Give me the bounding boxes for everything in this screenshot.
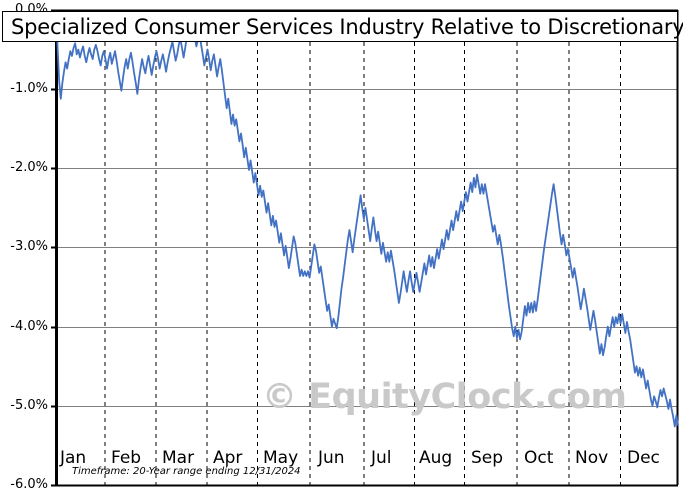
x-axis-month-label-mar: Mar bbox=[162, 448, 195, 468]
y-axis-tick-marks bbox=[51, 9, 58, 487]
x-axis-month-label-dec: Dec bbox=[627, 448, 660, 468]
vertical-gridlines bbox=[104, 10, 621, 485]
horizontal-gridlines bbox=[56, 89, 678, 407]
x-axis-month-label-apr: Apr bbox=[213, 448, 243, 468]
x-axis-month-label-sep: Sep bbox=[471, 448, 504, 468]
y-axis-tick-label: -4.0% bbox=[10, 319, 48, 334]
x-axis-month-label-feb: Feb bbox=[111, 448, 142, 468]
x-axis-month-label-nov: Nov bbox=[575, 448, 609, 468]
x-axis-month-label-jul: Jul bbox=[371, 448, 392, 468]
timeframe-footnote: Timeframe: 20-Year range ending 12/31/20… bbox=[72, 466, 301, 477]
y-axis-tick-label: -2.0% bbox=[10, 160, 48, 175]
x-axis-month-label-jan: Jan bbox=[60, 448, 87, 468]
page-title: Specialized Consumer Services Industry R… bbox=[11, 14, 683, 39]
data-series-line bbox=[55, 10, 679, 428]
y-axis-tick-label: -5.0% bbox=[10, 398, 48, 413]
x-axis-month-label-may: May bbox=[263, 448, 299, 468]
x-axis-month-label-oct: Oct bbox=[524, 448, 554, 468]
x-axis-month-label-jun: Jun bbox=[318, 448, 345, 468]
y-axis-tick-label: -3.0% bbox=[10, 239, 48, 254]
y-axis-tick-label: -1.0% bbox=[10, 81, 48, 96]
y-axis-tick-label: -6.0% bbox=[10, 477, 48, 492]
x-axis-month-label-aug: Aug bbox=[419, 448, 453, 468]
chart-title-box: Specialized Consumer Services Industry R… bbox=[2, 11, 683, 42]
